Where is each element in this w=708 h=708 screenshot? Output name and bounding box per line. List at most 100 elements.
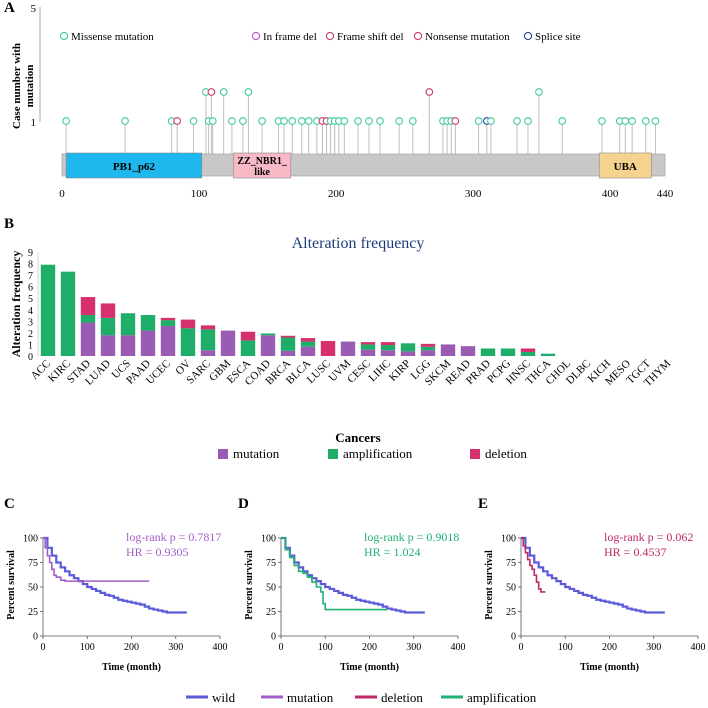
km-xtick: 400	[213, 642, 228, 653]
mutation-marker-missense	[376, 117, 384, 125]
mutation-marker-missense	[598, 117, 606, 125]
panel-label-b: B	[4, 216, 15, 232]
bar-mutation-coad	[260, 335, 276, 356]
legend-label-frameshift: Frame shift del	[337, 31, 404, 43]
km-ylabel: Percent survival	[6, 550, 17, 620]
km-xtick: 0	[519, 642, 524, 653]
km-curve-deletion	[521, 537, 546, 593]
legend-marker-frameshift	[325, 31, 335, 41]
km-ytick: 0	[511, 632, 516, 643]
bar-ytick: 4	[28, 306, 33, 317]
km-ytick: 100	[501, 534, 516, 545]
bar-deletion-lihc	[380, 342, 396, 346]
bar-ytick: 5	[28, 294, 33, 305]
bar-mutation-blca	[300, 346, 316, 356]
km-ytick: 0	[271, 632, 276, 643]
lollipop-mutations	[62, 88, 660, 154]
mutation-marker-missense	[340, 117, 349, 125]
lollipop-ytick-1: 1	[31, 117, 37, 129]
bar-mutation-paad	[140, 330, 156, 356]
km-ytick: 50	[28, 583, 38, 594]
km-xtick: 400	[451, 642, 466, 653]
panel-label-e: E	[478, 496, 489, 512]
km-legend-label-deletion: deletion	[381, 690, 423, 705]
bar-deletion-hnsc	[520, 348, 536, 352]
bar-amplification-kirp	[400, 343, 416, 352]
bar-mutation-uvm	[340, 341, 356, 356]
bar-deletion-luad	[100, 303, 116, 318]
bar-deletion-esca	[240, 331, 256, 341]
lollipop-legend: Missense mutation In frame del Frame shift…	[59, 31, 581, 43]
bar-xtick-lusc: LUSC	[305, 358, 333, 386]
km-xtick: 400	[691, 642, 706, 653]
bar-mutation-cesc	[360, 349, 376, 356]
km-ytick: 100	[23, 534, 38, 545]
bar-mutation-read	[460, 346, 476, 356]
mutation-marker-frameshift	[425, 88, 434, 96]
km-xtick: 100	[558, 642, 573, 653]
mutation-marker-missense	[62, 117, 70, 125]
lollipop-xtick: 300	[465, 188, 482, 200]
bar-deletion-ov	[180, 319, 196, 329]
km-xlabel: Time (month)	[340, 662, 399, 673]
bar-deletion-lusc	[320, 340, 336, 356]
km-ytick: 50	[266, 583, 276, 594]
mutation-marker-missense	[513, 117, 521, 125]
km-xtick: 0	[279, 642, 284, 653]
domain-label: PB1_p62	[113, 161, 156, 173]
bar-mutation-brca	[280, 350, 296, 356]
bar-ytick: 3	[28, 317, 33, 328]
bar-legend-swatch-deletion	[470, 449, 480, 459]
bar-amplification-lihc	[380, 345, 396, 351]
bar-amplification-ucec	[160, 320, 176, 326]
lollipop-xtick: 0	[59, 188, 65, 200]
domain-label: like	[254, 167, 270, 178]
km-curve-amplification	[281, 537, 388, 611]
bar-ylabel: Alteration frequency	[9, 251, 23, 358]
bar-xlabel: Cancers	[335, 430, 381, 445]
bar-amplification-hnsc	[520, 351, 536, 356]
bar-amplification-sarc	[200, 329, 216, 351]
mutation-marker-missense	[651, 117, 660, 125]
bar-ytick: 8	[28, 260, 33, 271]
mutation-marker-missense	[558, 117, 567, 125]
bar-legend-label-mutation: mutation	[233, 446, 280, 461]
legend-label-missense: Missense mutation	[71, 31, 154, 43]
lollipop-ylabel-2: mutation	[24, 65, 36, 108]
mutation-marker-missense	[288, 117, 297, 125]
km-legend-label-amplification: amplification	[467, 690, 537, 705]
legend-marker-splice	[523, 31, 533, 41]
bar-series	[40, 264, 556, 356]
domain-pb1-p62	[65, 152, 203, 179]
alteration-bar-chart: Alteration frequency Alteration frequenc…	[9, 235, 673, 461]
legend-marker-nonsense	[413, 31, 423, 41]
bar-xtick-cesc: CESC	[345, 358, 373, 386]
lollipop-plot: Case number with mutation 5 1 Missense m…	[11, 3, 674, 200]
domain-uba	[598, 152, 652, 179]
mutation-marker-nonsense	[207, 88, 216, 96]
bar-legend-swatch-amplification	[328, 449, 338, 459]
bar-legend-label-deletion: deletion	[485, 446, 527, 461]
mutation-marker-missense	[365, 117, 373, 125]
bar-deletion-brca	[280, 335, 296, 338]
mutation-marker-missense	[354, 117, 362, 125]
bar-mutation-luad	[100, 335, 116, 356]
domain-label: UBA	[614, 161, 637, 173]
bar-ytick: 7	[28, 271, 33, 282]
km-ylabel: Percent survival	[484, 550, 495, 620]
bar-mutation-lgg	[420, 350, 436, 356]
mutation-marker-missense	[524, 117, 532, 125]
bar-mutation-kirp	[400, 351, 416, 356]
bar-amplification-ov	[180, 328, 196, 356]
bar-amplification-pcpg	[500, 348, 516, 356]
legend-marker-missense	[59, 31, 69, 41]
mutation-marker-frameshift	[451, 117, 460, 125]
bar-ytick: 2	[28, 329, 33, 340]
km-ytick: 25	[266, 607, 276, 618]
km-xtick: 300	[168, 642, 183, 653]
mutation-marker-missense	[280, 117, 288, 125]
km-xtick: 200	[602, 642, 617, 653]
bar-ytick: 6	[28, 283, 33, 294]
legend-label-nonsense: Nonsense mutation	[425, 31, 510, 43]
